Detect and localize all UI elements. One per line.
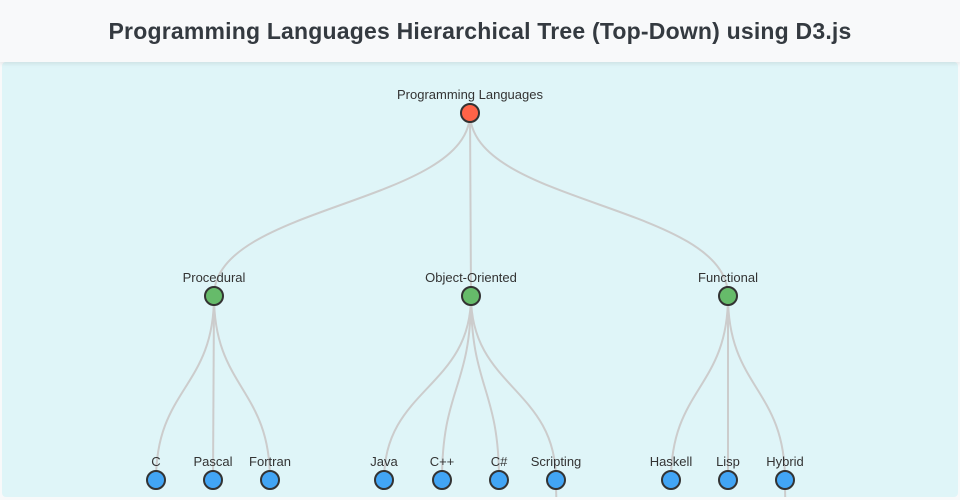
tree-node-circle-java[interactable] [374,470,394,490]
tree-node-csharp: C# [489,454,509,490]
page-header: Programming Languages Hierarchical Tree … [0,0,960,62]
tree-node-circle-fortran[interactable] [260,470,280,490]
tree-node-functional: Functional [698,270,758,306]
tree-link-oop-java [383,295,472,481]
tree-link-procedural-fortran [213,295,271,481]
tree-node-label-oop: Object-Oriented [425,270,517,285]
tree-node-haskell: Haskell [650,454,693,490]
tree-node-procedural: Procedural [183,270,246,306]
tree-link-root-functional [469,112,729,297]
tree-node-circle-functional[interactable] [718,286,738,306]
tree-links-layer [155,112,787,497]
tree-node-label-haskell: Haskell [650,454,693,469]
tree-node-circle-root[interactable] [460,103,480,123]
tree-node-label-fortran: Fortran [249,454,291,469]
tree-link-functional-hybrid [727,295,786,481]
tree-node-lisp: Lisp [716,454,740,490]
tree-node-pascal: Pascal [193,454,233,490]
tree-node-label-c: C [151,454,160,469]
tree-node-label-csharp: C# [491,454,508,469]
tree-svg: Programming Languages Procedural Object-Or… [146,87,804,497]
tree-node-circle-hybrid[interactable] [775,470,795,490]
tree-link-oop-scripting [470,295,557,481]
tree-node-label-hybrid: Hybrid [766,454,804,469]
tree-node-cpp: C++ [430,454,455,490]
tree-node-circle-c[interactable] [146,470,166,490]
tree-link-procedural-c [155,295,215,481]
tree-node-label-cpp: C++ [430,454,455,469]
tree-node-java: Java [370,454,398,490]
tree-link-functional-haskell [670,295,729,481]
tree-node-label-pascal: Pascal [193,454,232,469]
tree-node-circle-pascal[interactable] [203,470,223,490]
tree-link-oop-cpp [441,295,472,481]
tree-node-circle-oop[interactable] [461,286,481,306]
tree-node-circle-procedural[interactable] [204,286,224,306]
tree-node-label-root: Programming Languages [397,87,543,102]
tree-node-oop: Object-Oriented [425,270,517,306]
tree-node-label-lisp: Lisp [716,454,740,469]
tree-link-procedural-pascal [212,295,215,481]
tree-node-circle-scripting[interactable] [546,470,566,490]
tree-canvas: Programming Languages Procedural Object-Or… [2,62,958,497]
tree-node-circle-csharp[interactable] [489,470,509,490]
tree-link-oop-csharp [470,295,500,481]
tree-node-circle-haskell[interactable] [661,470,681,490]
tree-node-c: C [146,454,166,490]
tree-node-hybrid: Hybrid [766,454,804,490]
tree-node-scripting: Scripting [531,454,582,490]
tree-node-circle-lisp[interactable] [718,470,738,490]
tree-node-label-procedural: Procedural [183,270,246,285]
tree-node-label-functional: Functional [698,270,758,285]
tree-link-root-oop [469,112,472,297]
tree-node-label-java: Java [370,454,398,469]
page-title: Programming Languages Hierarchical Tree … [108,17,852,44]
tree-nodes-layer: Programming Languages Procedural Object-Or… [146,87,804,490]
tree-node-fortran: Fortran [249,454,291,490]
tree-link-root-procedural [213,112,471,297]
tree-node-root: Programming Languages [397,87,543,123]
tree-node-circle-cpp[interactable] [432,470,452,490]
tree-node-label-scripting: Scripting [531,454,582,469]
